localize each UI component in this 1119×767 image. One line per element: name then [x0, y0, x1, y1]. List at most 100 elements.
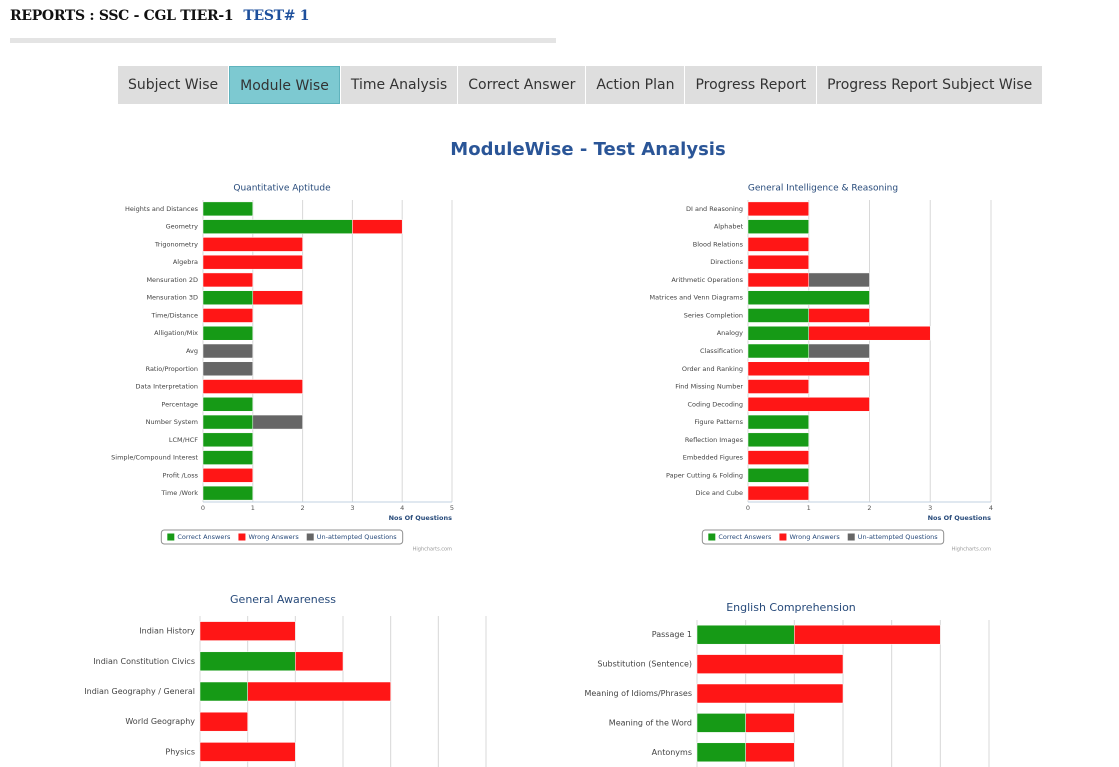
y-tick-label: Coding Decoding: [688, 400, 744, 408]
credit: Highcharts.com: [413, 547, 452, 553]
bar: [202, 485, 254, 501]
x-tick-label: 3: [350, 504, 354, 512]
bar: [745, 742, 795, 763]
bar: [747, 468, 809, 483]
legend-swatch: [847, 533, 855, 541]
bar: [202, 414, 254, 430]
page-title: ModuleWise - Test Analysis: [450, 139, 726, 160]
y-tick-label: Arithmetic Operations: [671, 276, 743, 284]
x-axis-title: Nos Of Questions: [389, 514, 453, 522]
bar: [745, 713, 795, 733]
y-tick-label: Embedded Figures: [683, 454, 744, 462]
y-tick-label: Reflection Images: [685, 436, 744, 444]
tab[interactable]: Module Wise: [229, 66, 340, 104]
bar: [747, 325, 809, 341]
x-tick-label: 0: [201, 504, 205, 512]
y-tick-label: Directions: [710, 258, 743, 266]
chart-title: English Comprehension: [726, 601, 856, 614]
bar: [199, 681, 248, 702]
report-header: REPORTS : SSC - CGL TIER-1 TEST# 1: [10, 8, 310, 24]
bar: [202, 272, 254, 288]
bar: [747, 237, 809, 252]
bar: [808, 308, 870, 323]
y-tick-label: Antonyms: [652, 748, 692, 757]
bar: [747, 450, 809, 465]
y-tick-label: Percentage: [161, 400, 198, 408]
y-tick-label: Profit /Loss: [163, 471, 199, 479]
tab[interactable]: Action Plan: [586, 66, 685, 104]
legend-swatch: [306, 533, 314, 541]
bar: [696, 713, 746, 733]
bar: [747, 343, 809, 359]
tab[interactable]: Progress Report Subject Wise: [817, 66, 1043, 104]
tab[interactable]: Progress Report: [685, 66, 817, 104]
tab[interactable]: Correct Answer: [458, 66, 586, 104]
bar: [202, 468, 254, 483]
bar: [696, 683, 844, 704]
y-tick-label: Paper Cutting & Folding: [666, 471, 743, 479]
y-tick-label: Geometry: [166, 223, 199, 231]
y-tick-label: Meaning of Idioms/Phrases: [584, 689, 692, 698]
x-tick-label: 2: [301, 504, 305, 512]
bar: [696, 742, 746, 763]
bar: [247, 681, 391, 702]
y-tick-label: Analogy: [717, 329, 743, 337]
bar: [747, 414, 809, 430]
x-tick-label: 2: [867, 504, 871, 512]
bar: [808, 325, 931, 341]
y-tick-label: Blood Relations: [693, 240, 744, 248]
y-tick-label: Order and Ranking: [682, 365, 743, 373]
bar: [202, 201, 254, 217]
credit: Highcharts.com: [952, 547, 991, 553]
y-tick-label: Find Missing Number: [675, 383, 743, 391]
x-tick-label: 4: [400, 504, 404, 512]
legend-box: [160, 529, 404, 545]
bar: [295, 651, 344, 672]
y-tick-label: Indian History: [139, 627, 195, 636]
bar: [202, 432, 254, 448]
bar: [199, 711, 248, 732]
bar: [352, 219, 403, 234]
legend-swatch: [708, 533, 716, 541]
chart-title: General Intelligence & Reasoning: [748, 184, 898, 194]
y-tick-label: Number System: [146, 418, 198, 426]
legend-swatch: [238, 533, 246, 541]
tab[interactable]: Subject Wise: [118, 66, 229, 104]
y-tick-label: Avg: [186, 347, 198, 355]
bar: [747, 485, 809, 501]
y-tick-label: Dice and Cube: [695, 489, 743, 497]
x-axis-title: Nos Of Questions: [928, 514, 992, 522]
y-tick-label: Mensuration 3D: [146, 294, 198, 302]
bar: [199, 621, 296, 641]
bar: [747, 361, 870, 377]
legend-label: Wrong Answers: [248, 533, 299, 541]
bar: [202, 290, 254, 305]
y-tick-label: Indian Geography / General: [84, 687, 195, 696]
x-tick-label: 5: [450, 504, 454, 512]
y-tick-label: Matrices and Venn Diagrams: [650, 294, 744, 302]
y-tick-label: Classification: [700, 347, 743, 355]
x-tick-label: 0: [746, 504, 750, 512]
legend: Correct Answers Wrong Answers Un-attempted…: [701, 529, 945, 545]
bar: [202, 237, 303, 252]
x-tick-label: 1: [807, 504, 811, 512]
bar: [747, 254, 809, 270]
bar: [747, 308, 809, 323]
bar: [747, 432, 809, 448]
bar: [202, 379, 303, 394]
legend-label: Un-attempted Questions: [317, 533, 398, 541]
bar: [696, 624, 795, 645]
bar: [747, 290, 870, 305]
x-tick-label: 3: [928, 504, 932, 512]
bar: [808, 272, 870, 288]
bar: [202, 325, 254, 341]
tab[interactable]: Time Analysis: [340, 66, 458, 104]
y-tick-label: Meaning of the Word: [609, 718, 692, 727]
x-tick-label: 4: [989, 504, 993, 512]
y-tick-label: World Geography: [125, 717, 195, 726]
bar: [808, 343, 870, 359]
bar: [252, 414, 303, 430]
y-tick-label: Time/Distance: [150, 311, 198, 319]
